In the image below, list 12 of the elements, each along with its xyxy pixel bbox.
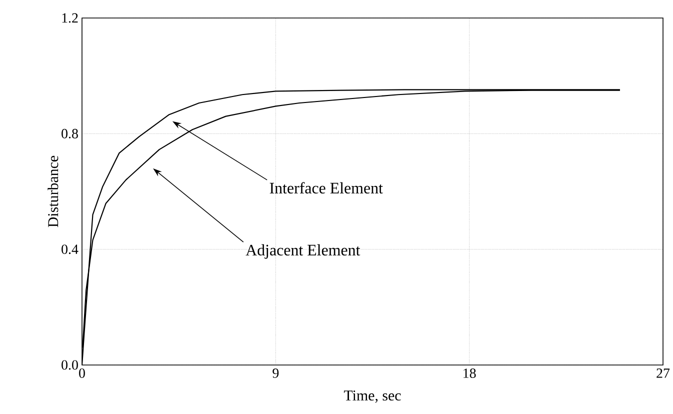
annotation: Interface Element — [270, 182, 383, 194]
x-axis-title: Time, sec — [344, 390, 401, 403]
annotation: Adjacent Element — [246, 244, 360, 259]
y-tick-label: 0.8 — [62, 128, 78, 138]
y-tick-label: 0.0 — [62, 360, 78, 370]
x-tick-label: 27 — [656, 368, 670, 378]
x-tick-label: 0 — [79, 368, 85, 378]
y-axis-title: Disturbance — [48, 156, 58, 228]
x-tick-label: 9 — [272, 368, 279, 378]
x-tick-label: 18 — [464, 368, 476, 378]
y-tick-label: 1.2 — [62, 13, 78, 23]
y-tick-label: 0.4 — [62, 244, 78, 254]
